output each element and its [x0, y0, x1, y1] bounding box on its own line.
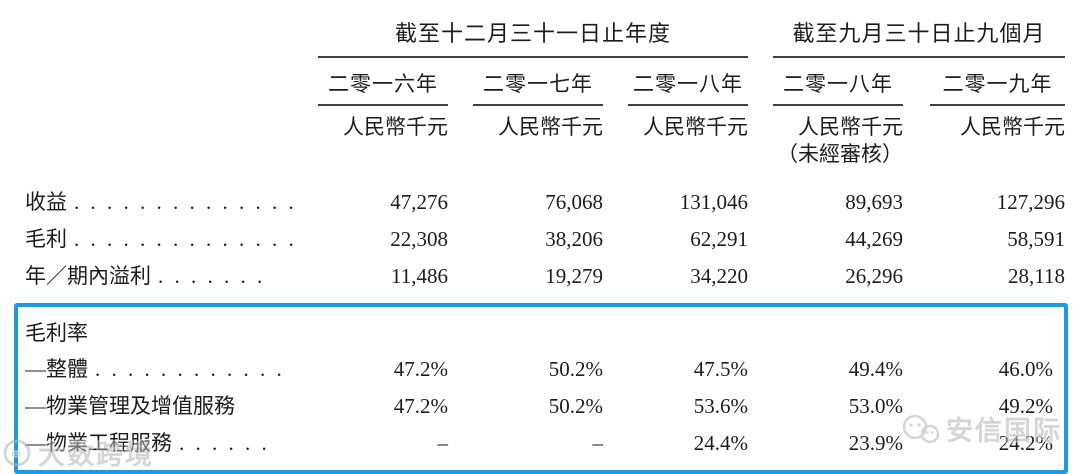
- row-label-cell: —物業工程服務 . . . . . .: [25, 425, 318, 462]
- value-9m2018: 44,269: [845, 227, 903, 251]
- value-fy2017: –: [592, 431, 604, 455]
- period-header-nine-months: 截至九月三十日止九個月: [773, 16, 1065, 58]
- value-fy2017: 50.2%: [548, 394, 603, 418]
- gross-margin-highlight-box: 毛利率 —整體 . . . . . . . . . . . . 47.2% 50…: [14, 303, 1068, 474]
- year-label-9m2018: 二零一八年: [773, 68, 903, 106]
- value-fy2018: 47.5%: [693, 357, 748, 381]
- value-9m2019: 28,118: [1008, 264, 1065, 288]
- row-label: —物業工程服務: [25, 431, 172, 455]
- row-label-cell: 收益 . . . . . . . . . . . . . .: [25, 184, 318, 221]
- table-row: —整體 . . . . . . . . . . . . 47.2% 50.2% …: [25, 351, 1062, 388]
- value-fy2018: 24.4%: [693, 431, 748, 455]
- value-9m2018: 23.9%: [848, 431, 903, 455]
- table-row: 年／期內溢利 . . . . . . . 11,486 19,279 34,22…: [25, 258, 1065, 295]
- value-fy2016: 47.2%: [393, 394, 448, 418]
- dot-leader: . . . . . . . . . . . . . .: [74, 190, 297, 214]
- value-9m2019: 127,296: [996, 190, 1065, 214]
- value-9m2018: 26,296: [845, 264, 903, 288]
- value-fy2017: 76,068: [545, 190, 603, 214]
- unaudited-note: （未經審核）: [777, 142, 903, 166]
- value-9m2019: 49.2%: [998, 394, 1053, 418]
- row-label-cell: 年／期內溢利 . . . . . . .: [25, 258, 318, 295]
- value-fy2016: –: [437, 431, 449, 455]
- year-col-2018: 二零一八年: [603, 68, 748, 106]
- value-fy2017: 19,279: [545, 264, 603, 288]
- value-fy2016: 22,308: [390, 227, 448, 251]
- table-row: 收益 . . . . . . . . . . . . . . 47,276 76…: [25, 184, 1065, 221]
- value-fy2018: 53.6%: [693, 394, 748, 418]
- value-9m2019: 46.0%: [998, 357, 1053, 381]
- table-row: —物業管理及增值服務 47.2% 50.2% 53.6% 53.0% 49.2%: [25, 388, 1062, 425]
- gross-margin-title: 毛利率: [25, 321, 88, 345]
- value-fy2016: 11,486: [391, 264, 448, 288]
- period-header-annual: 截至十二月三十一日止年度: [318, 16, 748, 58]
- unit-label-unaudited: 人民幣千元 （未經審核）: [773, 114, 903, 168]
- row-label: —整體: [25, 357, 88, 381]
- year-col-9m2019: 二零一九年: [903, 68, 1065, 106]
- dot-leader: . . . . . . .: [158, 264, 266, 288]
- value-fy2017: 50.2%: [548, 357, 603, 381]
- unit-label: 人民幣千元: [798, 115, 903, 139]
- unit-label: 人民幣千元: [960, 115, 1065, 139]
- value-fy2016: 47,276: [390, 190, 448, 214]
- row-label: 年／期內溢利: [25, 264, 151, 288]
- value-fy2016: 47.2%: [393, 357, 448, 381]
- value-fy2018: 34,220: [690, 264, 748, 288]
- value-9m2019: 24.2%: [998, 431, 1053, 455]
- year-col-2017: 二零一七年: [448, 68, 603, 106]
- period-header-row: 截至十二月三十一日止年度 截至九月三十日止九個月: [25, 16, 1065, 58]
- year-label-2018: 二零一八年: [628, 68, 748, 106]
- row-label: —物業管理及增值服務: [25, 394, 235, 418]
- value-9m2018: 89,693: [845, 190, 903, 214]
- year-col-9m2018: 二零一八年: [773, 68, 903, 106]
- year-col-2016: 二零一六年: [318, 68, 448, 106]
- row-label-cell: —整體 . . . . . . . . . . . .: [25, 351, 318, 388]
- value-fy2018: 131,046: [679, 190, 748, 214]
- table-row: 毛利 . . . . . . . . . . . . . . 22,308 38…: [25, 221, 1065, 258]
- value-9m2019: 58,591: [1007, 227, 1065, 251]
- year-label-9m2019: 二零一九年: [930, 68, 1065, 106]
- row-label-cell: —物業管理及增值服務: [25, 388, 318, 425]
- unit-label: 人民幣千元: [498, 115, 603, 139]
- year-header-row: 二零一六年 二零一七年 二零一八年 二零一八年 二零一九年: [25, 68, 1065, 106]
- row-label: 毛利: [25, 227, 67, 251]
- value-9m2018: 53.0%: [848, 394, 903, 418]
- dot-leader: . . . . . . . . . . . .: [95, 357, 285, 381]
- gross-margin-rows: —整體 . . . . . . . . . . . . 47.2% 50.2% …: [25, 351, 1062, 462]
- unit-row: 人民幣千元 人民幣千元 人民幣千元 人民幣千元 （未經審核） 人民幣千元: [25, 106, 1065, 168]
- table-row: —物業工程服務 . . . . . . – – 24.4% 23.9% 24.2…: [25, 425, 1062, 462]
- year-label-2016: 二零一六年: [318, 68, 448, 106]
- row-label: 收益: [25, 190, 67, 214]
- value-fy2018: 62,291: [690, 227, 748, 251]
- dot-leader: . . . . . . . . . . . . . .: [74, 227, 297, 251]
- row-label-cell: 毛利 . . . . . . . . . . . . . .: [25, 221, 318, 258]
- value-fy2017: 38,206: [545, 227, 603, 251]
- value-9m2018: 49.4%: [848, 357, 903, 381]
- year-label-2017: 二零一七年: [473, 68, 603, 106]
- unit-label: 人民幣千元: [643, 115, 748, 139]
- unit-label: 人民幣千元: [343, 115, 448, 139]
- dot-leader: . . . . . .: [179, 431, 270, 455]
- main-data-rows: 收益 . . . . . . . . . . . . . . 47,276 76…: [25, 184, 1065, 295]
